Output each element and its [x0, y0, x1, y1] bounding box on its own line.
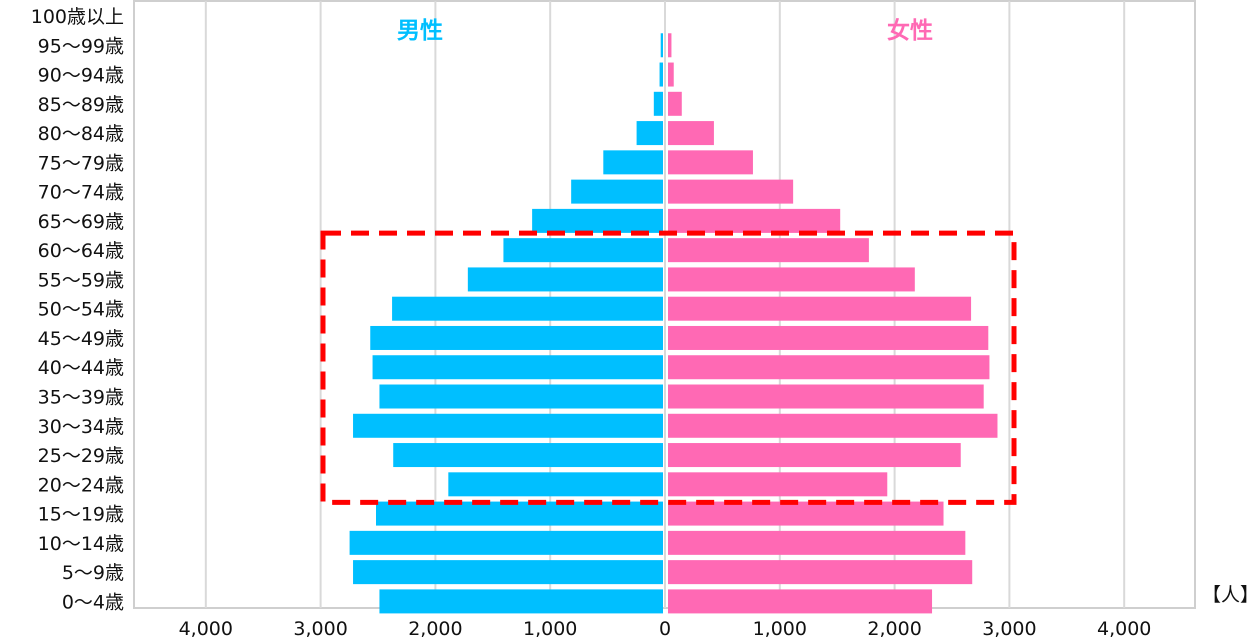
bar-male [353, 560, 663, 585]
bar-female [668, 530, 966, 555]
bar-male [349, 530, 663, 555]
x-tick-label: 4,000 [1097, 618, 1151, 640]
bar-male [448, 472, 663, 497]
bar-male [571, 179, 663, 204]
x-tick-labels: 4,000 3,000 2,000 1,000 0 1,000 2,000 3,000 4,00… [179, 618, 1152, 640]
bar-female [668, 501, 944, 526]
age-label: 95〜99歳 [38, 35, 124, 57]
legend-male: 男性 [397, 18, 443, 44]
x-tick-label: 0 [659, 618, 671, 640]
x-tick-label: 2,000 [867, 618, 921, 640]
bar-female [668, 384, 984, 409]
age-label: 35〜39歳 [38, 387, 124, 409]
bar-female [668, 296, 972, 321]
bar-female [668, 91, 682, 116]
bar-male [372, 355, 663, 380]
bar-male [503, 238, 663, 263]
bar-female [668, 150, 753, 175]
bar-female [668, 208, 841, 233]
age-label: 30〜34歳 [38, 416, 124, 438]
bar-male [653, 91, 663, 116]
bar-female [668, 121, 714, 146]
age-label: 85〜89歳 [38, 94, 124, 116]
x-tick-label: 1,000 [753, 618, 807, 640]
age-labels: 100歳以上 95〜99歳 90〜94歳 85〜89歳 80〜84歳 75〜79歳 70〜7… [31, 6, 124, 613]
bar-female [668, 267, 915, 292]
bar-male [376, 501, 663, 526]
age-label: 5〜9歳 [62, 562, 124, 584]
bar-female [668, 443, 961, 468]
bar-female [668, 325, 989, 350]
age-label: 50〜54歳 [38, 299, 124, 321]
bar-female [668, 238, 869, 263]
bar-female [668, 33, 672, 58]
age-label: 25〜29歳 [38, 445, 124, 467]
x-tick-label: 3,000 [982, 618, 1036, 640]
x-tick-label: 3,000 [293, 618, 347, 640]
bar-male [393, 443, 663, 468]
x-tick-label: 1,000 [523, 618, 577, 640]
age-label: 80〜84歳 [38, 123, 124, 145]
bar-female [668, 560, 973, 585]
x-tick-label: 2,000 [408, 618, 462, 640]
age-label: 70〜74歳 [38, 182, 124, 204]
age-label: 10〜14歳 [38, 533, 124, 555]
bar-male [467, 267, 663, 292]
bars [349, 33, 998, 614]
bar-female [668, 589, 933, 614]
bar-female [668, 62, 674, 87]
bar-male [603, 150, 663, 175]
gridlines [204, 1, 1126, 608]
bar-male [353, 413, 663, 438]
bar-male [532, 208, 663, 233]
x-tick-label: 4,000 [179, 618, 233, 640]
age-label: 100歳以上 [31, 6, 124, 28]
age-label: 45〜49歳 [38, 328, 124, 350]
bar-male [636, 121, 663, 146]
age-label: 65〜69歳 [38, 211, 124, 233]
bar-female [668, 355, 990, 380]
bar-male [379, 384, 663, 409]
bar-male [392, 296, 663, 321]
x-axis-unit: 【人】 [1202, 584, 1253, 606]
bar-female [668, 413, 998, 438]
legend-female: 女性 [887, 17, 933, 44]
bar-female [668, 472, 888, 497]
age-label: 55〜59歳 [38, 269, 124, 291]
bar-male [370, 325, 663, 350]
age-label: 20〜24歳 [38, 474, 124, 496]
age-label: 90〜94歳 [38, 65, 124, 87]
bar-male [660, 33, 663, 58]
age-label: 40〜44歳 [38, 357, 124, 379]
bar-male [659, 62, 663, 87]
bar-female [668, 179, 794, 204]
bar-male [379, 589, 663, 614]
age-label: 15〜19歳 [38, 504, 124, 526]
age-label: 0〜4歳 [62, 591, 124, 613]
age-label: 60〜64歳 [38, 240, 124, 262]
age-label: 75〜79歳 [38, 152, 124, 174]
highlight-box [320, 230, 1017, 505]
